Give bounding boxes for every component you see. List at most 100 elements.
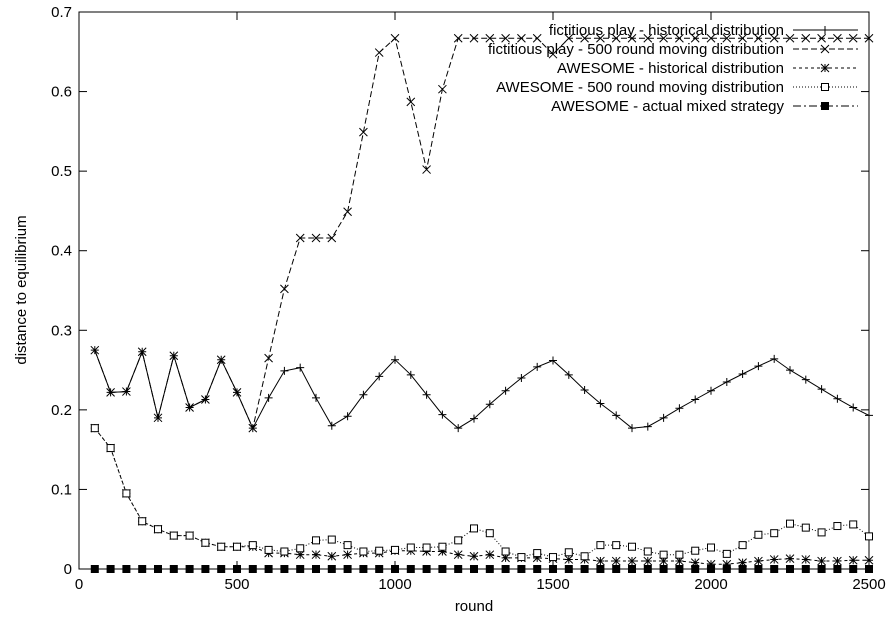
data-point bbox=[706, 559, 716, 569]
data-point bbox=[580, 385, 589, 394]
data-point bbox=[90, 345, 100, 355]
data-point bbox=[375, 565, 384, 573]
legend-entry: fictitious play - historical distributio… bbox=[549, 22, 858, 39]
data-point bbox=[517, 33, 526, 43]
data-point bbox=[786, 565, 794, 573]
data-point bbox=[201, 565, 210, 573]
data-point bbox=[564, 565, 573, 573]
series-line bbox=[94, 427, 870, 558]
data-point bbox=[375, 546, 384, 555]
data-point bbox=[564, 370, 573, 379]
series-1 bbox=[90, 346, 873, 433]
legend-entry: AWESOME - actual mixed strategy bbox=[551, 98, 858, 115]
data-point bbox=[769, 33, 779, 43]
data-point bbox=[754, 33, 763, 43]
data-point bbox=[849, 403, 858, 412]
data-point bbox=[769, 555, 779, 564]
data-point bbox=[833, 556, 842, 566]
data-point bbox=[580, 552, 589, 561]
data-point bbox=[312, 393, 320, 402]
data-point bbox=[564, 33, 574, 43]
data-point bbox=[137, 347, 147, 357]
data-point bbox=[659, 565, 668, 573]
data-point bbox=[422, 390, 431, 399]
data-point bbox=[201, 395, 210, 404]
data-point bbox=[438, 84, 447, 94]
data-point bbox=[691, 395, 700, 404]
data-point bbox=[786, 519, 794, 528]
data-point bbox=[485, 529, 494, 538]
data-point bbox=[391, 545, 399, 554]
data-point bbox=[675, 556, 684, 566]
data-point bbox=[406, 565, 415, 573]
legend: fictitious play - historical distributio… bbox=[488, 22, 858, 115]
data-point bbox=[233, 542, 241, 551]
data-point bbox=[438, 547, 447, 556]
data-point bbox=[359, 565, 368, 573]
x-tick-label: 1500 bbox=[536, 576, 569, 593]
data-point bbox=[311, 233, 321, 243]
data-point bbox=[343, 412, 352, 421]
data-point bbox=[295, 233, 305, 243]
data-point bbox=[264, 565, 273, 573]
y-tick-label: 0.6 bbox=[51, 84, 72, 101]
data-point bbox=[722, 565, 731, 573]
data-point bbox=[833, 522, 842, 531]
legend-label: AWESOME - 500 round moving distribution bbox=[496, 79, 784, 96]
data-point bbox=[280, 565, 289, 573]
data-point bbox=[248, 423, 258, 433]
data-point bbox=[501, 33, 510, 43]
data-point bbox=[817, 556, 826, 566]
data-point bbox=[611, 556, 621, 566]
legend-entry: fictitious play - 500 round moving distr… bbox=[488, 41, 858, 58]
data-point bbox=[628, 542, 636, 551]
series-4 bbox=[90, 424, 873, 562]
data-point bbox=[754, 362, 763, 371]
data-point bbox=[327, 565, 336, 573]
legend-label: fictitious play - historical distributio… bbox=[549, 22, 784, 39]
data-point bbox=[785, 554, 795, 564]
data-point bbox=[216, 355, 226, 365]
data-point bbox=[770, 565, 779, 573]
data-point bbox=[754, 530, 763, 539]
y-tick-label: 0.3 bbox=[51, 322, 72, 339]
data-point bbox=[406, 97, 416, 107]
legend-label: fictitious play - 500 round moving distr… bbox=[488, 41, 784, 58]
data-point bbox=[185, 565, 194, 573]
data-point bbox=[438, 410, 447, 419]
data-point bbox=[596, 556, 605, 566]
data-point bbox=[738, 565, 747, 573]
data-point bbox=[722, 549, 731, 558]
data-point bbox=[138, 517, 147, 526]
data-point bbox=[659, 550, 668, 559]
data-point bbox=[343, 541, 352, 550]
data-point bbox=[596, 565, 605, 573]
data-point bbox=[707, 543, 715, 552]
x-axis-label: round bbox=[455, 598, 493, 615]
data-point bbox=[438, 542, 447, 551]
data-point bbox=[627, 33, 637, 43]
x-tick-label: 0 bbox=[75, 576, 83, 593]
data-point bbox=[485, 400, 494, 409]
data-point bbox=[470, 414, 478, 423]
data-point bbox=[580, 33, 589, 43]
data-point bbox=[280, 284, 289, 294]
data-point bbox=[738, 370, 747, 379]
legend-marker bbox=[820, 44, 830, 54]
data-point bbox=[675, 550, 684, 559]
data-point bbox=[722, 33, 732, 43]
data-point bbox=[106, 565, 115, 573]
data-point bbox=[217, 565, 226, 573]
data-point bbox=[691, 565, 700, 573]
data-point bbox=[864, 33, 874, 43]
data-point bbox=[312, 565, 320, 573]
data-point bbox=[817, 33, 826, 43]
series-layer bbox=[90, 33, 874, 573]
data-point bbox=[833, 565, 842, 573]
data-point bbox=[153, 413, 163, 423]
series-line bbox=[94, 37, 869, 430]
data-point bbox=[611, 33, 621, 43]
data-point bbox=[849, 565, 858, 573]
data-point bbox=[549, 565, 557, 573]
legend-entry: AWESOME - 500 round moving distribution bbox=[496, 79, 858, 96]
